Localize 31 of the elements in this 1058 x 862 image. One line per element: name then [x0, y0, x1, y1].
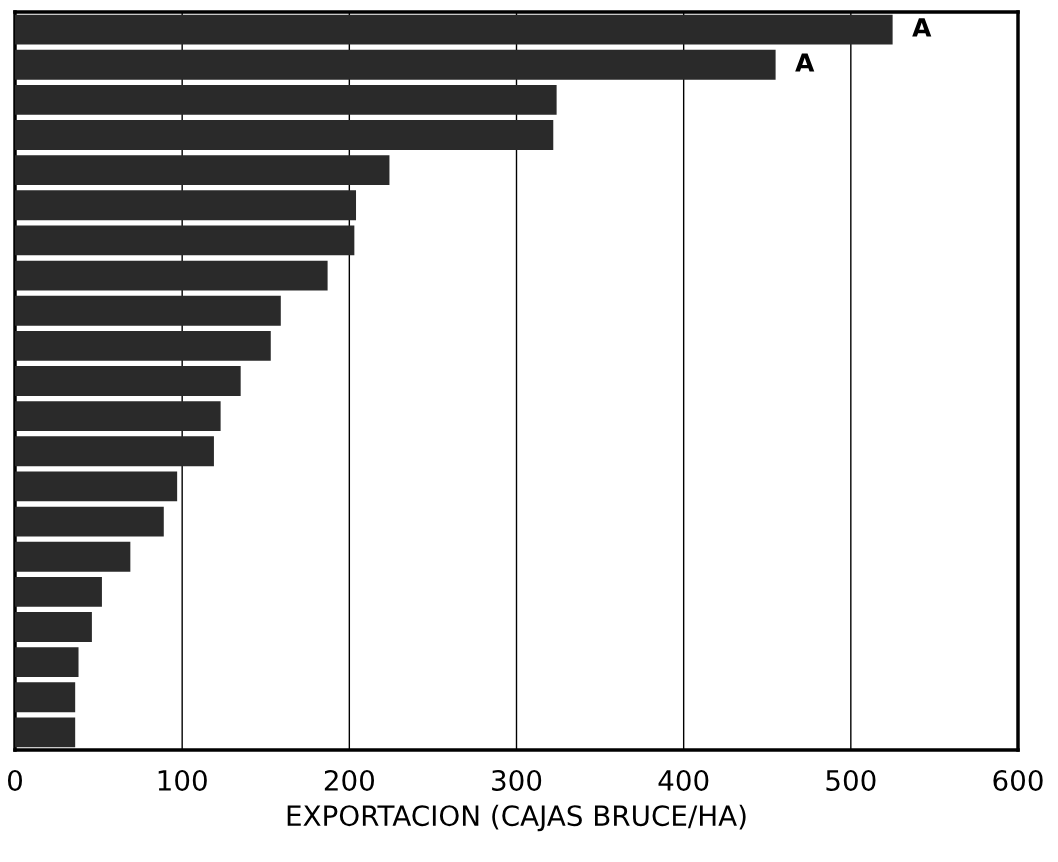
x-axis-title: EXPORTACION (CAJAS BRUCE/HA)	[287, 804, 746, 832]
bar	[15, 506, 164, 537]
x-tick-label: 0	[7, 769, 22, 791]
bar	[15, 14, 893, 45]
bar	[15, 225, 355, 256]
x-tick-label: 500	[826, 769, 876, 791]
bar	[15, 330, 271, 361]
bar	[15, 260, 328, 291]
bar	[15, 612, 92, 642]
bar	[15, 155, 390, 186]
bar	[15, 436, 214, 467]
bar	[15, 471, 178, 502]
annotation: A	[795, 53, 815, 72]
bar	[15, 120, 554, 150]
x-tick-label: 300	[492, 769, 542, 791]
bar	[15, 84, 557, 115]
bar	[15, 401, 221, 432]
bar	[15, 682, 76, 713]
bar	[15, 366, 241, 396]
bar	[15, 576, 102, 607]
bar	[15, 647, 79, 678]
bar	[15, 295, 281, 326]
bar	[15, 717, 76, 748]
x-tick-label: 600	[993, 769, 1043, 791]
bar	[15, 541, 131, 572]
x-tick-label: 400	[658, 769, 709, 791]
bar	[15, 49, 776, 80]
x-tick-label: 200	[324, 769, 374, 791]
annotation: A	[912, 18, 932, 37]
x-tick-label: 100	[158, 769, 207, 791]
bar	[15, 190, 357, 221]
